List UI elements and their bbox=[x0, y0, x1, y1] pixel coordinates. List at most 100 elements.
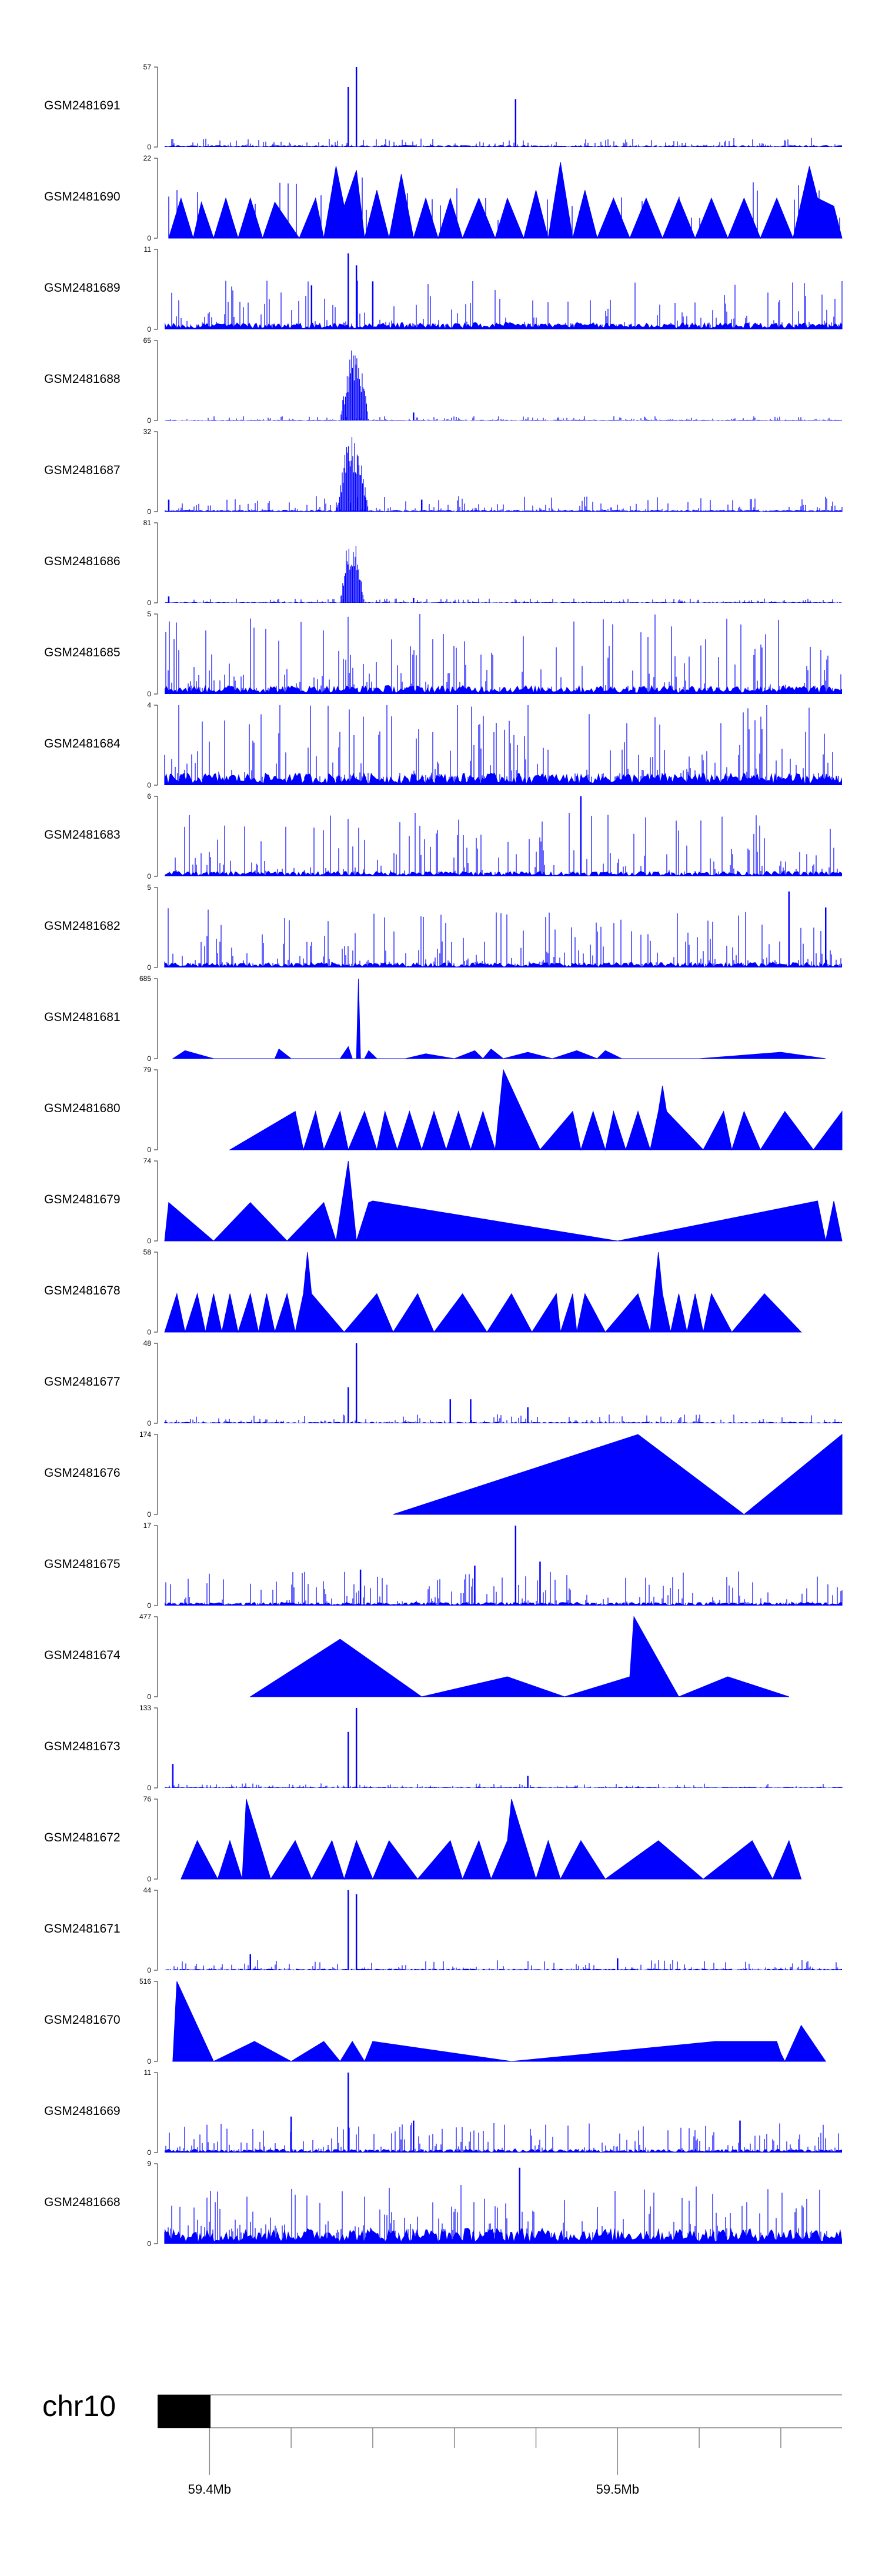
coverage-area bbox=[165, 685, 842, 694]
y-min-label: 0 bbox=[147, 781, 151, 789]
coverage-area bbox=[165, 322, 842, 329]
track-gsm2481689: GSM2481689 11 0 bbox=[44, 245, 843, 333]
coverage-spikes bbox=[165, 546, 841, 603]
coverage-spikes bbox=[171, 281, 843, 329]
track-label: GSM2481671 bbox=[44, 1922, 121, 1936]
track-label: GSM2481676 bbox=[44, 1466, 121, 1480]
coverage-area bbox=[165, 2148, 842, 2153]
track-gsm2481679: GSM2481679 74 0 bbox=[44, 1157, 843, 1245]
coverage-spikes bbox=[171, 138, 838, 147]
coverage-area bbox=[164, 1252, 802, 1333]
coverage-area bbox=[229, 1069, 843, 1151]
y-min-label: 0 bbox=[147, 325, 151, 333]
coverage-spikes bbox=[165, 1783, 843, 1788]
coverage-spikes bbox=[170, 1960, 838, 1970]
track-label: GSM2481682 bbox=[44, 919, 121, 933]
coverage-spikes bbox=[165, 351, 839, 421]
y-max-label: 22 bbox=[143, 154, 152, 162]
track-gsm2481670: GSM2481670 516 0 bbox=[44, 1977, 827, 2066]
y-min-label: 0 bbox=[147, 1419, 151, 1427]
coverage-area bbox=[165, 602, 842, 603]
coverage-area bbox=[172, 978, 826, 1059]
track-label: GSM2481678 bbox=[44, 1284, 121, 1297]
y-min-label: 0 bbox=[147, 1146, 151, 1154]
y-max-label: 79 bbox=[143, 1066, 152, 1074]
y-max-label: 81 bbox=[143, 519, 152, 527]
position-label: 59.5Mb bbox=[596, 2482, 639, 2497]
y-max-label: 44 bbox=[143, 1886, 152, 1894]
position-label: 59.4Mb bbox=[188, 2482, 231, 2497]
y-max-label: 133 bbox=[139, 1704, 151, 1712]
y-min-label: 0 bbox=[147, 416, 151, 425]
track-label: GSM2481689 bbox=[44, 281, 121, 295]
track-gsm2481683: GSM2481683 6 0 bbox=[44, 792, 842, 880]
track-label: GSM2481686 bbox=[44, 555, 121, 568]
y-max-label: 9 bbox=[147, 2160, 151, 2168]
coverage-spikes bbox=[164, 1414, 837, 1423]
track-gsm2481690: GSM2481690 22 0 bbox=[44, 154, 843, 242]
track-label: GSM2481672 bbox=[44, 1831, 121, 1844]
track-label: GSM2481668 bbox=[44, 2195, 121, 2209]
coverage-area bbox=[165, 2227, 842, 2244]
coverage-area bbox=[164, 1160, 843, 1242]
y-min-label: 0 bbox=[147, 2057, 151, 2066]
track-gsm2481675: GSM2481675 17 0 bbox=[44, 1521, 843, 1610]
y-max-label: 6 bbox=[147, 792, 151, 800]
track-label: GSM2481675 bbox=[44, 1557, 121, 1571]
y-min-label: 0 bbox=[147, 1237, 151, 1245]
coverage-area bbox=[181, 1798, 802, 1880]
coverage-area bbox=[172, 1981, 827, 2063]
coverage-spikes bbox=[171, 437, 843, 512]
track-gsm2481682: GSM2481682 5 0 bbox=[44, 883, 842, 972]
y-min-label: 0 bbox=[147, 872, 151, 880]
coverage-area bbox=[165, 509, 842, 512]
coverage-area bbox=[249, 1616, 789, 1697]
track-gsm2481668: GSM2481668 9 0 bbox=[44, 2160, 842, 2248]
coverage-area bbox=[165, 962, 842, 967]
track-gsm2481687: GSM2481687 32 0 bbox=[44, 428, 843, 516]
coverage-spikes bbox=[164, 2185, 841, 2244]
y-min-label: 0 bbox=[147, 2240, 151, 2248]
track-label: GSM2481688 bbox=[44, 372, 121, 386]
y-max-label: 477 bbox=[139, 1613, 151, 1621]
y-max-label: 5 bbox=[147, 610, 151, 618]
y-min-label: 0 bbox=[147, 1328, 151, 1336]
coverage-area bbox=[168, 162, 843, 239]
y-max-label: 516 bbox=[139, 1977, 151, 1986]
coverage-spikes bbox=[165, 614, 841, 694]
track-gsm2481672: GSM2481672 76 0 bbox=[44, 1795, 802, 1883]
track-label: GSM2481687 bbox=[44, 463, 121, 477]
y-max-label: 32 bbox=[143, 428, 152, 436]
coverage-spikes bbox=[164, 908, 841, 967]
track-gsm2481685: GSM2481685 5 0 bbox=[44, 610, 842, 698]
track-gsm2481677: GSM2481677 48 0 bbox=[44, 1339, 842, 1427]
y-min-label: 0 bbox=[147, 2148, 151, 2157]
track-label: GSM2481681 bbox=[44, 1010, 121, 1024]
track-gsm2481678: GSM2481678 58 0 bbox=[44, 1248, 802, 1336]
track-label: GSM2481683 bbox=[44, 828, 121, 842]
y-max-label: 48 bbox=[143, 1339, 152, 1347]
coverage-area bbox=[165, 772, 842, 785]
y-max-label: 11 bbox=[144, 245, 152, 253]
coverage-spikes bbox=[164, 705, 839, 785]
track-gsm2481684: GSM2481684 4 0 bbox=[44, 701, 842, 789]
y-max-label: 74 bbox=[143, 1157, 152, 1165]
y-min-label: 0 bbox=[147, 234, 151, 242]
ideogram-band bbox=[158, 2395, 211, 2428]
coverage-area bbox=[165, 1787, 842, 1788]
y-min-label: 0 bbox=[147, 1601, 151, 1610]
y-min-label: 0 bbox=[147, 1693, 151, 1701]
y-max-label: 5 bbox=[147, 883, 151, 892]
y-max-label: 11 bbox=[144, 2068, 152, 2077]
y-max-label: 17 bbox=[143, 1521, 152, 1530]
y-min-label: 0 bbox=[147, 143, 151, 151]
coverage-spikes bbox=[165, 2123, 839, 2153]
y-max-label: 65 bbox=[143, 336, 152, 345]
track-gsm2481674: GSM2481674 477 0 bbox=[44, 1613, 789, 1701]
track-label: GSM2481670 bbox=[44, 2013, 121, 2027]
track-label: GSM2481673 bbox=[44, 1740, 121, 1753]
track-label: GSM2481684 bbox=[44, 737, 121, 750]
y-max-label: 76 bbox=[143, 1795, 152, 1803]
track-label: GSM2481680 bbox=[44, 1102, 121, 1115]
